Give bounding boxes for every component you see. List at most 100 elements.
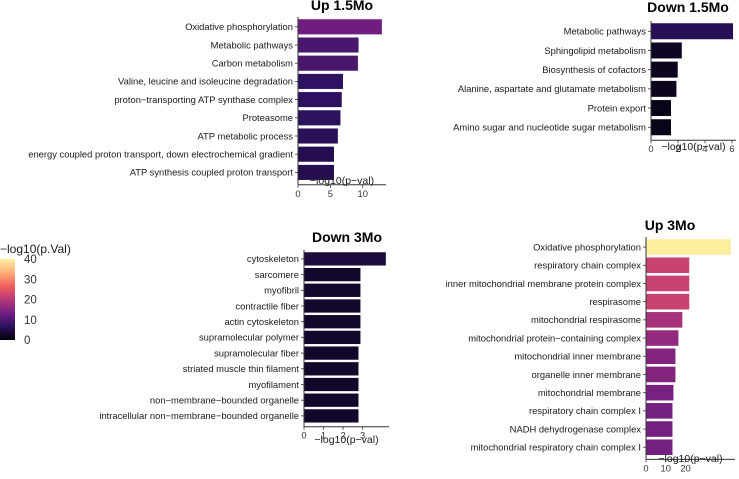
bar	[303, 361, 359, 376]
chart-panel-1: Up 1.5Mo Oxidative phosphorylation Metabol…	[28, 0, 386, 199]
x-axis-label: −log10(p−val)	[658, 453, 722, 465]
category-label: mitochondrial protein−containing complex	[468, 332, 641, 343]
bar	[645, 329, 679, 347]
bar	[645, 238, 732, 256]
legend-colorbar	[0, 259, 15, 340]
x-axis-label: −log10(p−val)	[314, 434, 378, 446]
bar	[645, 256, 690, 274]
category-label: intracellular non−membrane−bounded organ…	[99, 410, 299, 421]
category-label: respiratory chain complex I	[529, 405, 641, 416]
bar	[650, 22, 734, 40]
category-label: mitochondrial respirasome	[531, 314, 641, 325]
x-tick-label: 1	[321, 430, 326, 441]
bar	[303, 377, 359, 392]
legend-tick-label: 10	[24, 315, 37, 327]
bar	[303, 267, 361, 282]
bar	[645, 347, 676, 365]
category-label: myofibril	[264, 285, 299, 296]
chart-panel-4: Up 3Mo Oxidative phosphorylation respirato…	[446, 217, 735, 473]
bar	[303, 283, 361, 298]
category-label: supramolecular polymer	[199, 332, 299, 343]
bar	[297, 127, 339, 145]
legend-tick-label: 0	[24, 335, 30, 347]
bar	[645, 275, 690, 292]
bar	[303, 298, 361, 314]
x-axis-label: −log10(p−val)	[661, 141, 725, 153]
x-tick-label: 10	[357, 188, 367, 199]
category-label: organelle inner membrane	[532, 369, 641, 380]
x-tick-label: 4	[702, 143, 707, 154]
category-label: mitochondrial inner membrane	[514, 351, 641, 362]
category-label: contractile fiber	[235, 300, 299, 311]
bar	[303, 408, 359, 424]
legend-tick-label: 40	[24, 254, 37, 266]
bar	[645, 420, 673, 438]
bar	[297, 146, 335, 163]
x-tick-label: 10	[661, 462, 671, 473]
x-tick-label: 2	[340, 430, 345, 441]
category-label: supramolecular fiber	[214, 347, 299, 358]
bar	[297, 109, 341, 126]
category-label: Metabolic pathways	[564, 26, 647, 37]
chart-title: Down 1.5Mo	[647, 0, 729, 15]
x-tick-label: 20	[680, 462, 690, 473]
category-label: proton−transporting ATP synthase complex	[114, 94, 293, 105]
bar	[303, 314, 361, 329]
category-label: Oxidative phosphorylation	[533, 241, 641, 252]
bar	[650, 80, 677, 98]
category-label: non−membrane−bounded organelle	[150, 395, 299, 406]
bar	[645, 384, 674, 401]
bar	[650, 41, 683, 59]
bar	[645, 293, 690, 310]
x-tick-label: 5	[328, 188, 333, 199]
chart-title: Up 1.5Mo	[311, 0, 373, 13]
x-tick-label: 3	[360, 430, 365, 441]
category-label: myofilament	[248, 379, 299, 390]
category-label: mitochondrial membrane	[538, 387, 641, 398]
category-label: ATP synthesis coupled proton transport	[130, 167, 294, 178]
bar	[650, 118, 672, 136]
legend-tick-label: 30	[24, 274, 37, 286]
category-label: respiratory chain complex	[534, 260, 641, 271]
x-tick-label: 0	[295, 188, 300, 199]
bar	[297, 18, 383, 35]
chart-title: Down 3Mo	[312, 229, 382, 245]
category-label: Metabolic pathways	[211, 39, 294, 50]
x-tick-label: 0	[301, 430, 306, 441]
category-label: Sphingolipid metabolism	[544, 45, 646, 56]
category-label: actin cytoskeleton	[224, 316, 299, 327]
bar	[297, 91, 343, 108]
category-label: striated muscle thin filament	[183, 363, 300, 374]
category-label: Biosynthesis of cofactors	[542, 64, 646, 75]
bar	[297, 73, 344, 90]
category-label: Valine, leucine and isoleucine degradati…	[118, 76, 293, 87]
category-label: Protein export	[588, 102, 647, 113]
category-label: ATP metabolic process	[197, 130, 293, 141]
bar	[650, 61, 679, 79]
category-label: Carbon metabolism	[212, 58, 293, 69]
category-label: respirasome	[589, 296, 641, 307]
bar	[297, 55, 359, 72]
category-label: energy coupled proton transport, down el…	[28, 149, 293, 160]
chart-panel-3: Down 3Mo cytoskeleton sarcomere myofibril co…	[99, 229, 389, 446]
bar	[645, 311, 683, 329]
bar	[303, 345, 359, 361]
category-label: Alanine, aspartate and glutamate metabol…	[458, 83, 646, 94]
category-label: inner mitochondrial membrane protein com…	[446, 278, 642, 289]
x-axis-label: −log10(p−val)	[310, 175, 374, 187]
bar	[645, 366, 676, 383]
category-label: cytoskeleton	[247, 253, 299, 264]
legend-title: −log10(p.Val)	[0, 242, 71, 256]
x-tick-label: 2	[675, 143, 680, 154]
bar	[297, 36, 360, 54]
bar	[303, 251, 387, 267]
x-tick-label: 0	[643, 462, 648, 473]
category-label: sarcomere	[255, 269, 299, 280]
bar	[303, 393, 359, 408]
legend-tick-label: 20	[24, 295, 37, 307]
x-tick-label: 0	[648, 143, 653, 154]
category-label: Amino sugar and nucleotide sugar metabol…	[453, 122, 646, 133]
bar	[645, 402, 673, 420]
